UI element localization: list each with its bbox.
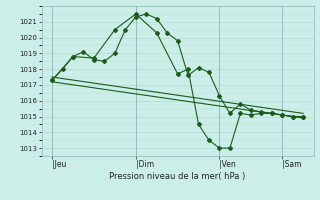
X-axis label: Pression niveau de la mer( hPa ): Pression niveau de la mer( hPa ) (109, 172, 246, 181)
